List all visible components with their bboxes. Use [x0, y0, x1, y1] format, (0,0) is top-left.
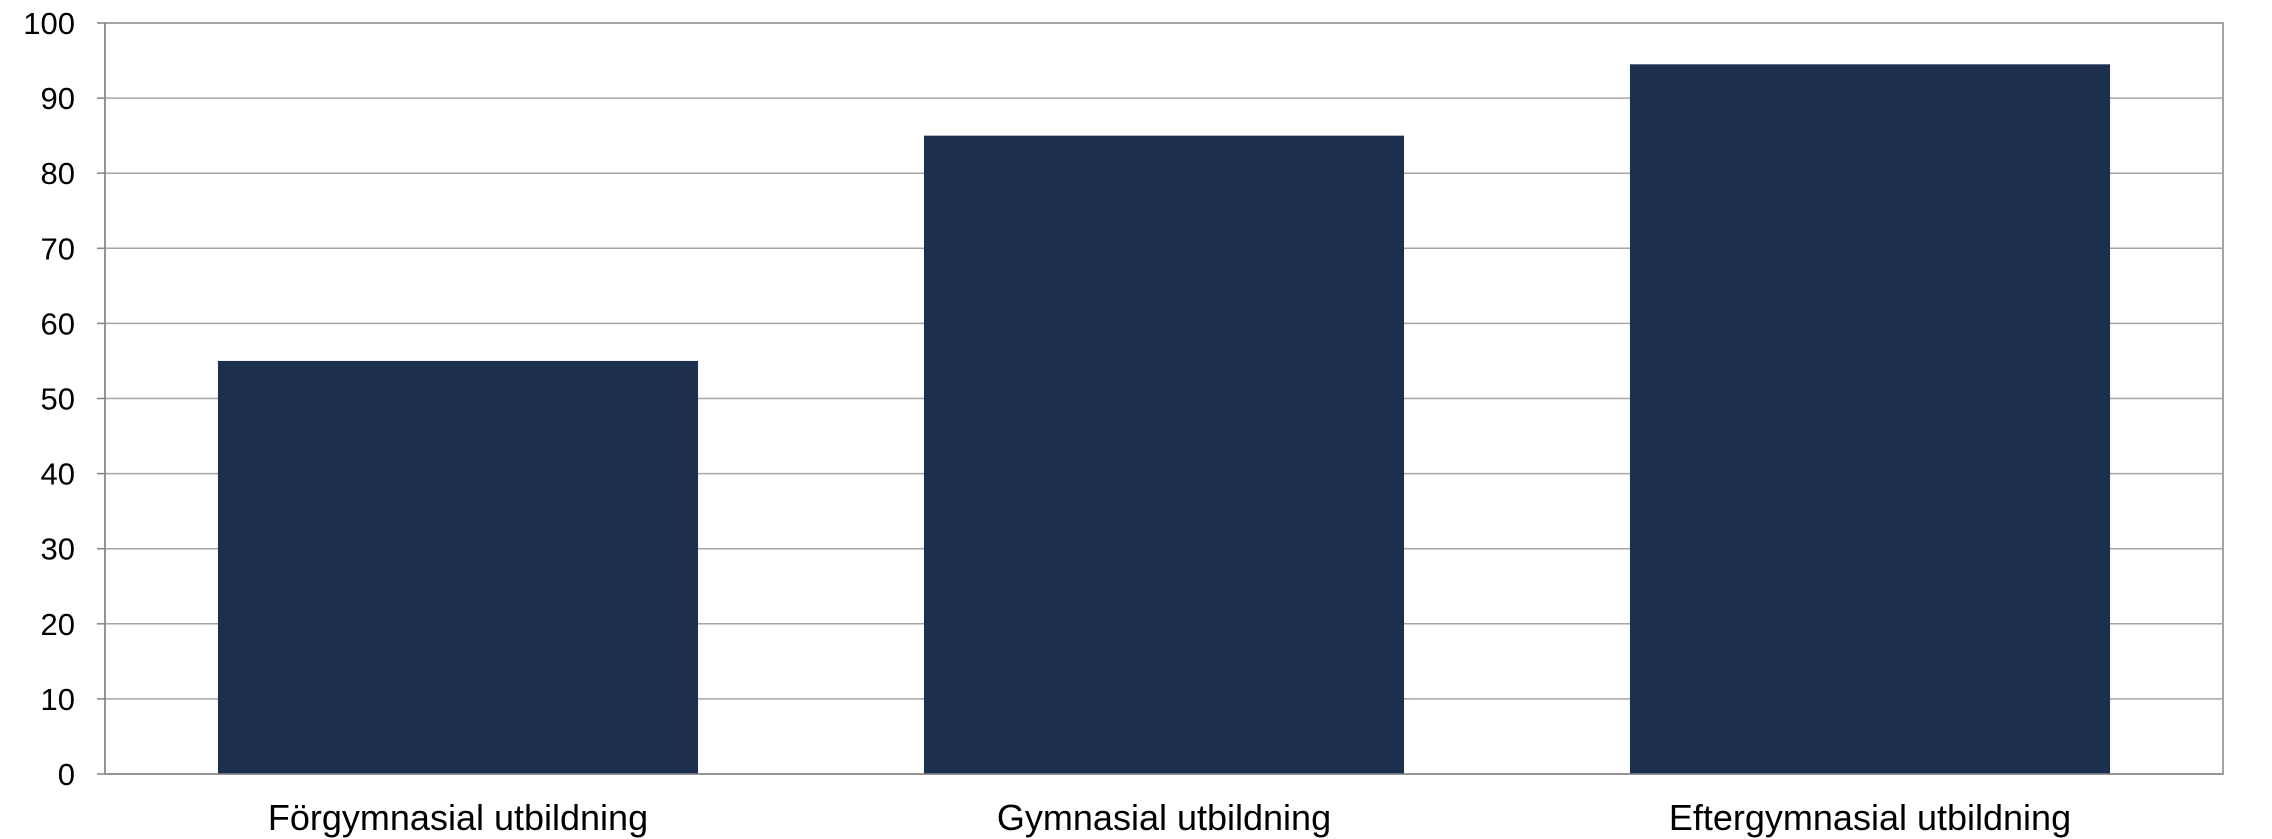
y-tick-label: 100: [23, 6, 75, 41]
x-category-label: Gymnasial utbildning: [997, 797, 1331, 838]
axes: [97, 22, 2223, 775]
y-tick-label: 20: [41, 607, 75, 642]
bars: [217, 64, 2111, 775]
y-tick-label: 0: [58, 757, 75, 792]
y-tick-label: 30: [41, 532, 75, 567]
x-category-label: Förgymnasial utbildning: [268, 797, 648, 838]
y-tick-label: 60: [41, 306, 75, 341]
x-category-label: Eftergymnasial utbildning: [1669, 797, 2071, 838]
bar: [923, 135, 1405, 774]
y-tick-label: 90: [41, 81, 75, 116]
y-tick-labels: 0 10 20 30 40 50 60 70 80 90 100: [23, 6, 75, 792]
bar: [217, 360, 699, 774]
y-tick-label: 40: [41, 457, 75, 492]
x-tick-labels: Förgymnasial utbildning Gymnasial utbildn…: [268, 797, 2071, 838]
y-tick-label: 80: [41, 156, 75, 191]
y-tick-label: 10: [41, 682, 75, 717]
bar: [1629, 64, 2111, 775]
y-tick-label: 50: [41, 382, 75, 417]
y-tick-label: 70: [41, 231, 75, 266]
